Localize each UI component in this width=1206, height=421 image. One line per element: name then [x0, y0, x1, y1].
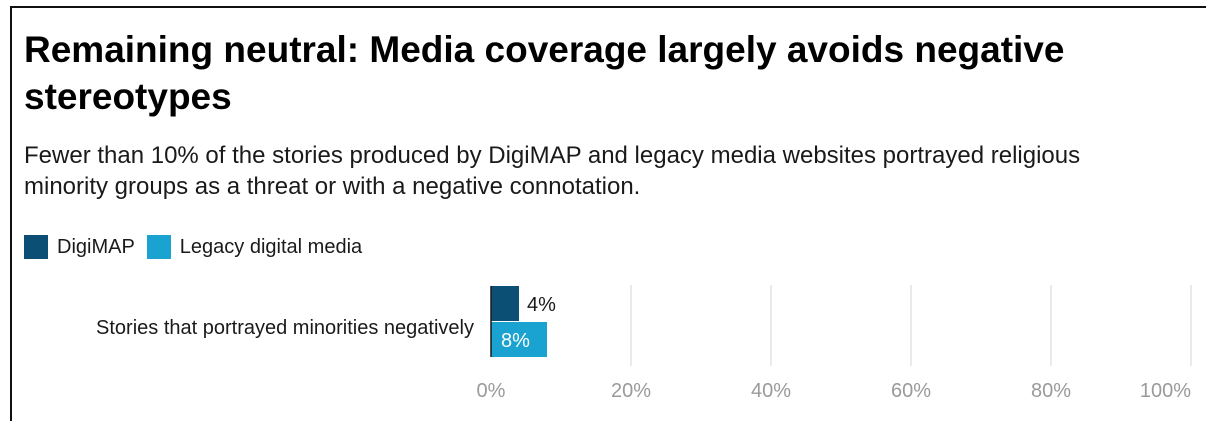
chart-subtitle: Fewer than 10% of the stories produced b… [24, 142, 1081, 200]
x-tick-label-40: 40% [751, 380, 791, 402]
legend-label-legacy: Legacy digital media [179, 235, 363, 258]
x-tick-label-80: 80% [1031, 380, 1071, 402]
bar-legacy [491, 322, 547, 357]
chart-frame [10, 6, 1206, 421]
legend-item-digimap: DigiMAP [24, 235, 135, 259]
data-label-legacy: 8% [501, 330, 530, 352]
bar-digimap [491, 286, 519, 321]
legend-swatch-digimap [24, 235, 48, 259]
legend-label-digimap: DigiMAP [57, 235, 135, 258]
x-tick-label-100: 100% [1140, 380, 1191, 402]
legend-item-legacy: Legacy digital media [146, 235, 363, 259]
legend: DigiMAP Legacy digital media [24, 232, 374, 262]
x-tick-label-60: 60% [891, 380, 931, 402]
data-label-digimap: 4% [527, 294, 556, 316]
x-tick-label-20: 20% [611, 380, 651, 402]
x-tick-label-0: 0% [477, 380, 506, 402]
category-label: Stories that portrayed minorities negati… [96, 317, 474, 339]
legend-swatch-legacy [146, 235, 171, 259]
chart-title: Remaining neutral: Media coverage largel… [24, 29, 1065, 117]
